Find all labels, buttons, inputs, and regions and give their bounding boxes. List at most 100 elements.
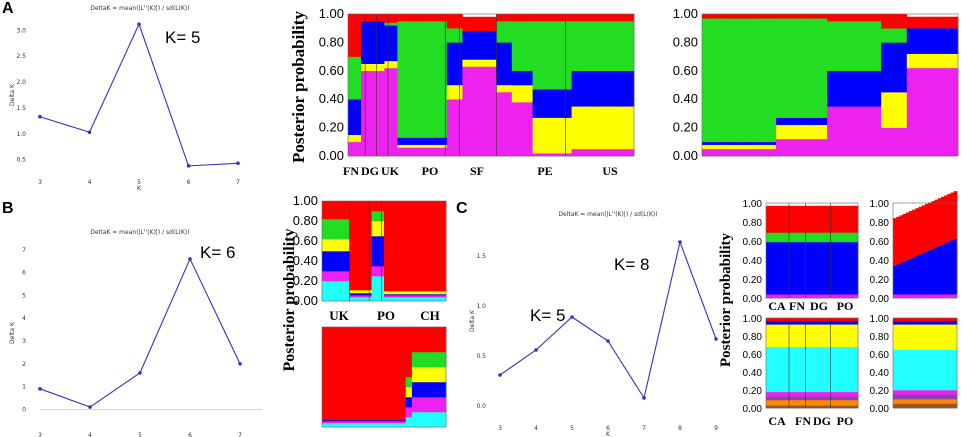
bar-segment xyxy=(584,106,588,150)
bar-segment xyxy=(322,327,326,421)
bar-segment xyxy=(851,294,856,299)
bar-segment xyxy=(621,21,624,72)
bar-segment xyxy=(915,67,919,157)
bar-segment xyxy=(442,411,447,428)
bar-segment xyxy=(439,147,442,157)
bar-segment xyxy=(496,21,500,43)
bar-segment xyxy=(875,14,879,22)
bar-segment xyxy=(721,18,726,143)
bar-segment xyxy=(842,317,847,321)
bar-segment xyxy=(851,324,856,348)
bar-segment xyxy=(459,13,463,29)
bar-segment xyxy=(387,13,390,23)
bar-segment xyxy=(912,349,916,391)
bar-segment xyxy=(833,399,837,406)
bar-segment xyxy=(405,295,410,298)
y-tick-label: 1.00 xyxy=(673,6,698,21)
bar-segment xyxy=(953,394,958,400)
bar-segment xyxy=(421,411,425,428)
bar-segment xyxy=(430,396,434,413)
bar-segment xyxy=(766,396,770,401)
bar-segment xyxy=(355,99,359,135)
bar-segment xyxy=(379,21,383,65)
bar-segment xyxy=(524,70,528,86)
bar-segment xyxy=(408,327,413,378)
bar-segment xyxy=(597,148,601,157)
bar-segment xyxy=(480,31,484,60)
bar-segment xyxy=(902,317,907,321)
bar-segment xyxy=(343,327,348,421)
bar-segment xyxy=(387,201,391,292)
bar-segment xyxy=(909,317,913,321)
bar-segment xyxy=(851,320,856,325)
bar-segment xyxy=(358,99,362,135)
bar-segment xyxy=(799,324,804,348)
bar-segment xyxy=(605,70,609,107)
bar-segment xyxy=(892,127,896,157)
bar-segment xyxy=(921,53,925,69)
bar-segment xyxy=(374,201,379,212)
bar-segment xyxy=(390,297,394,302)
bar-segment xyxy=(340,327,345,421)
bar-segment xyxy=(781,124,785,140)
bar-segment xyxy=(736,18,740,143)
bar-segment xyxy=(925,399,929,404)
bar-segment xyxy=(923,67,928,157)
group-label: PE xyxy=(537,164,552,178)
y-tick-label: 0.60 xyxy=(743,350,763,361)
bar-segment xyxy=(514,85,518,103)
bar-segment xyxy=(928,320,932,325)
bar-segment xyxy=(615,13,619,22)
bar-segment xyxy=(393,291,397,295)
bar-segment xyxy=(940,16,945,29)
bar-segment xyxy=(605,106,609,150)
bar-segment xyxy=(784,18,788,118)
bar-segment xyxy=(710,144,714,150)
bar-segment xyxy=(377,266,382,277)
bar-segment xyxy=(368,421,372,424)
bar-segment xyxy=(766,232,770,243)
bar-segment xyxy=(716,148,720,157)
bar-segment xyxy=(358,56,362,100)
bar-segment xyxy=(909,394,913,400)
bar-segment xyxy=(631,70,635,107)
bar-segment xyxy=(380,276,385,302)
bar-segment xyxy=(934,320,939,325)
bar-segment xyxy=(799,320,804,325)
bar-segment xyxy=(343,271,348,282)
y-tick-label: 0.40 xyxy=(870,256,890,267)
x-tick-label: 6 xyxy=(187,179,191,186)
bar-segment xyxy=(340,281,345,302)
bar-segment xyxy=(727,144,731,150)
bar-segment xyxy=(710,141,714,145)
bar-segment xyxy=(909,399,913,404)
bar-segment xyxy=(790,320,794,325)
bar-segment xyxy=(408,294,413,296)
bar-segment xyxy=(334,239,338,252)
bar-segment xyxy=(769,294,773,299)
bar-segment xyxy=(934,394,939,400)
bar-segment xyxy=(769,318,773,321)
bar-segment xyxy=(950,390,955,395)
bar-segment xyxy=(845,396,850,401)
bar-segment xyxy=(915,399,919,404)
bar-segment xyxy=(337,421,341,424)
bar-segment xyxy=(767,141,771,145)
bar-segment xyxy=(353,420,357,422)
bar-segment xyxy=(322,239,326,252)
bar-segment xyxy=(400,21,403,138)
bar-segment xyxy=(592,70,596,107)
y-tick-label: 0.60 xyxy=(743,237,763,248)
bar-segment xyxy=(361,63,364,72)
bar-segment xyxy=(912,28,916,54)
bar-segment xyxy=(454,42,458,86)
bar-segment xyxy=(628,148,632,157)
bar-segment xyxy=(905,403,910,409)
bar-segment xyxy=(621,148,624,157)
bar-segment xyxy=(356,327,360,421)
bar-segment xyxy=(430,201,434,292)
bar-segment xyxy=(921,399,926,404)
y-tick-label: 0.20 xyxy=(673,120,698,135)
bar-segment xyxy=(371,201,376,212)
